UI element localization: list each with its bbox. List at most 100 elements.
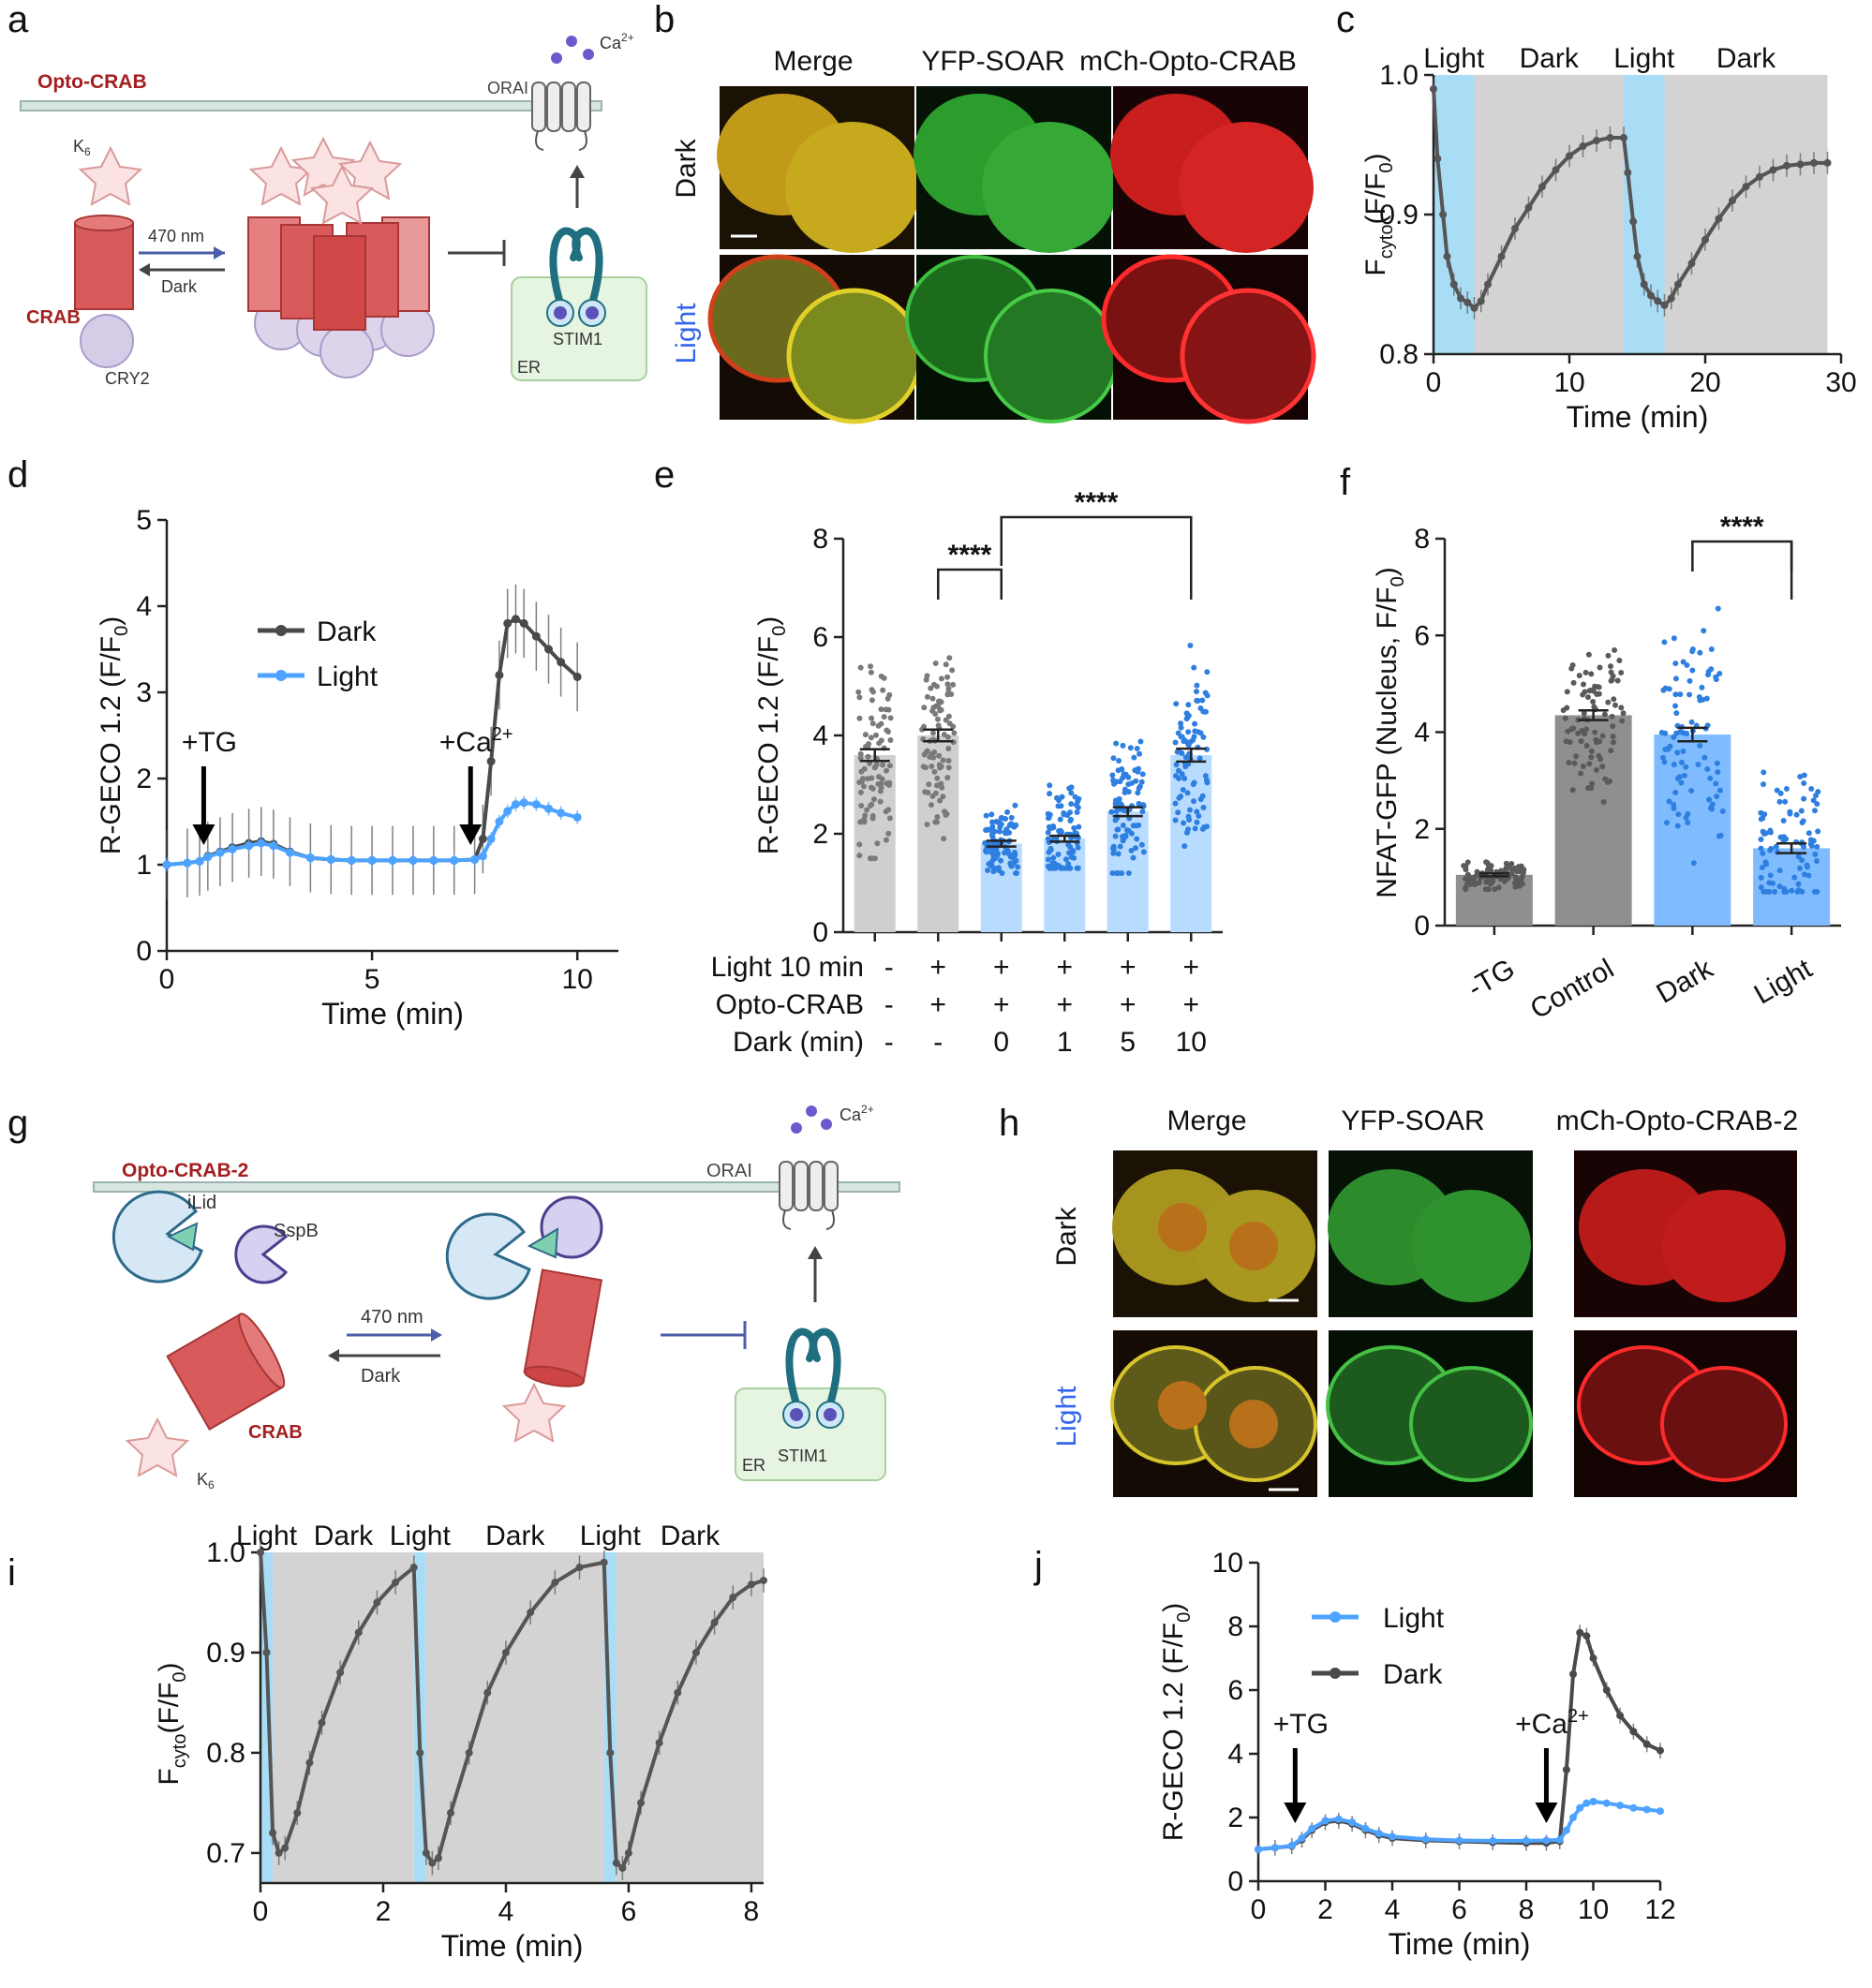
scatter-dot bbox=[1115, 851, 1122, 857]
scatter-dot bbox=[1566, 760, 1572, 766]
scatter-dot bbox=[879, 776, 885, 782]
micrograph-h: Merge YFP-SOAR mCh-Opto-CRAB-2 Dark Ligh… bbox=[1051, 1105, 1798, 1497]
data-point bbox=[1470, 304, 1478, 312]
data-point bbox=[1654, 297, 1662, 305]
scatter-dot bbox=[1678, 779, 1685, 786]
scatter-dot bbox=[1197, 705, 1204, 712]
scatter-dot bbox=[1588, 671, 1595, 677]
scatter-dot bbox=[1697, 649, 1703, 656]
scatter-dot bbox=[1690, 860, 1697, 867]
scatter-dot bbox=[1695, 762, 1701, 768]
data-point bbox=[1629, 217, 1638, 226]
scatter-dot bbox=[1058, 803, 1064, 809]
scatter-dot bbox=[1181, 820, 1187, 826]
ilid-icon bbox=[111, 1190, 203, 1283]
legend-label: Light bbox=[1383, 1603, 1445, 1634]
scatter-dot bbox=[1761, 811, 1768, 818]
scatter-dot bbox=[878, 706, 884, 713]
micro-b-row-dark: Dark bbox=[671, 138, 702, 198]
scatter-dot bbox=[881, 714, 887, 720]
scatter-dot bbox=[1608, 663, 1614, 670]
annotation-label: +Ca2+ bbox=[439, 724, 513, 758]
scatter-dot bbox=[1136, 822, 1142, 828]
scatter-dot bbox=[857, 755, 864, 762]
data-point bbox=[503, 618, 513, 628]
data-point bbox=[1576, 1628, 1584, 1637]
crab-cylinder-g-icon bbox=[166, 1313, 286, 1432]
scatter-dot bbox=[1797, 773, 1804, 779]
scatter-dot bbox=[1003, 816, 1009, 823]
stim1-core bbox=[790, 1408, 803, 1421]
sspb-icon bbox=[234, 1224, 289, 1284]
micro-h-col-merge: Merge bbox=[1166, 1105, 1246, 1136]
x-axis-label: Time (min) bbox=[441, 1929, 584, 1963]
scatter-dot bbox=[1804, 864, 1810, 870]
panel-letter-e: e bbox=[654, 454, 675, 496]
shaded-band-dark bbox=[616, 1552, 764, 1883]
scatter-dot bbox=[1590, 698, 1597, 705]
scatter-dot bbox=[1070, 849, 1077, 855]
legend-label: Dark bbox=[1383, 1659, 1443, 1690]
reverse-label-a: Dark bbox=[161, 277, 198, 296]
data-point bbox=[269, 1829, 277, 1837]
x-tick-label: 8 bbox=[1519, 1894, 1535, 1925]
scatter-dot bbox=[1511, 880, 1518, 886]
scatter-dot bbox=[943, 661, 949, 668]
data-point bbox=[269, 841, 278, 851]
scatter-dot bbox=[1110, 755, 1117, 762]
scatter-dot bbox=[1758, 816, 1764, 823]
data-point bbox=[326, 854, 335, 864]
scatter-dot bbox=[1564, 689, 1570, 695]
scatter-dot bbox=[1068, 784, 1075, 791]
scatter-dot bbox=[982, 839, 988, 846]
scatter-dot bbox=[933, 703, 940, 709]
cell-shape bbox=[1180, 288, 1316, 424]
scatter-dot bbox=[1597, 664, 1603, 671]
shaded-band-light bbox=[260, 1552, 274, 1883]
scatter-dot bbox=[1492, 886, 1498, 893]
scatter-dot bbox=[1672, 789, 1679, 795]
scatter-dot bbox=[1666, 686, 1672, 692]
data-point bbox=[1542, 1836, 1551, 1845]
scatter-dot bbox=[1120, 822, 1126, 828]
scatter-dot bbox=[1068, 801, 1075, 808]
data-point bbox=[305, 1758, 314, 1767]
x-tick-label: 0 bbox=[1251, 1894, 1267, 1925]
micro-h-col-mch: mCh-Opto-CRAB-2 bbox=[1556, 1105, 1798, 1136]
y-tick-label: 0.9 bbox=[206, 1638, 245, 1669]
scatter-dot bbox=[926, 781, 932, 788]
scatter-dot bbox=[1138, 841, 1145, 848]
scatter-dot bbox=[1002, 850, 1008, 856]
scatter-dot bbox=[1586, 688, 1593, 694]
scatter-dot bbox=[1782, 798, 1789, 805]
scatter-dot bbox=[1614, 677, 1621, 684]
scatter-dot bbox=[931, 768, 938, 775]
scatter-dot bbox=[1808, 786, 1815, 793]
scatter-dot bbox=[1573, 753, 1580, 760]
micro-h-row-light: Light bbox=[1051, 1386, 1082, 1447]
scatter-dot bbox=[1787, 809, 1793, 815]
scatter-dot bbox=[1805, 872, 1812, 879]
x-tick-label: 20 bbox=[1689, 367, 1720, 398]
cry2-icon bbox=[80, 314, 134, 368]
data-point bbox=[293, 1809, 302, 1817]
scatter-dot bbox=[1137, 738, 1144, 745]
data-point bbox=[1579, 141, 1587, 150]
scatter-dot bbox=[1619, 718, 1626, 724]
calcium-icon bbox=[551, 52, 562, 64]
data-point bbox=[1823, 158, 1832, 167]
scatter-dot bbox=[1581, 710, 1587, 717]
y-axis-label: R-GECO 1.2 (F/F0) bbox=[96, 616, 132, 854]
significance-label: **** bbox=[1075, 487, 1119, 518]
x-tick-label: 30 bbox=[1825, 367, 1856, 398]
data-point bbox=[691, 1648, 700, 1656]
data-point bbox=[1270, 1844, 1279, 1852]
crab-label-a: CRAB bbox=[26, 307, 81, 328]
data-point bbox=[1538, 183, 1546, 191]
scatter-dot bbox=[1045, 863, 1051, 869]
scatter-dot bbox=[1109, 772, 1116, 779]
scatter-dot bbox=[858, 768, 865, 775]
scatter-dot bbox=[1463, 867, 1469, 873]
scatter-dot bbox=[1801, 780, 1807, 787]
cell-shape bbox=[785, 122, 920, 253]
